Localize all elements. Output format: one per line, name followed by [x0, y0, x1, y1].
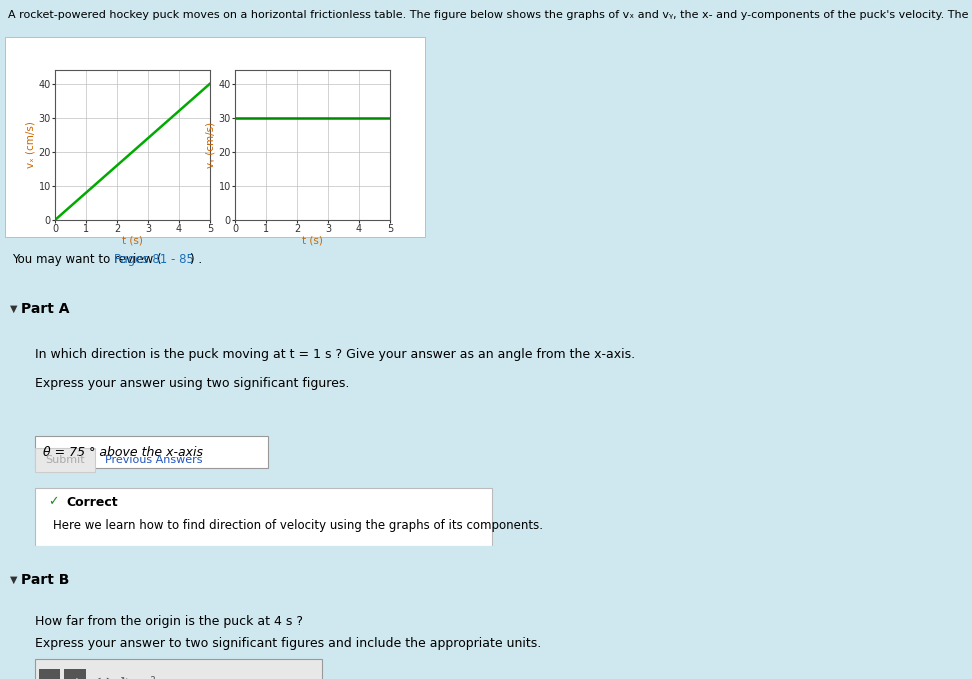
- FancyBboxPatch shape: [35, 659, 322, 679]
- Text: Submit: Submit: [46, 455, 85, 465]
- Text: In which direction is the puck moving at t = 1 s ? Give your answer as an angle : In which direction is the puck moving at…: [35, 348, 635, 361]
- Text: Pages 81 - 85: Pages 81 - 85: [114, 253, 193, 265]
- Text: θ = 75 ° above the x-axis: θ = 75 ° above the x-axis: [43, 445, 203, 458]
- X-axis label: t (s): t (s): [122, 236, 143, 246]
- Text: Express your answer using two significant figures.: Express your answer using two significan…: [35, 377, 349, 390]
- Text: Previous Answers: Previous Answers: [105, 455, 202, 465]
- Text: μA: μA: [70, 678, 80, 679]
- Text: Part B: Part B: [21, 573, 70, 587]
- Text: Express your answer to two significant figures and include the appropriate units: Express your answer to two significant f…: [35, 637, 541, 650]
- Text: ▼: ▼: [10, 304, 17, 314]
- FancyBboxPatch shape: [39, 669, 60, 679]
- Text: ✓: ✓: [49, 496, 59, 509]
- FancyBboxPatch shape: [35, 436, 268, 468]
- X-axis label: t (s): t (s): [302, 236, 323, 246]
- Text: How far from the origin is the puck at 4 s ?: How far from the origin is the puck at 4…: [35, 615, 303, 628]
- Text: A rocket-powered hockey puck moves on a horizontal frictionless table. The figur: A rocket-powered hockey puck moves on a …: [8, 10, 972, 20]
- Y-axis label: vᵧ (cm/s): vᵧ (cm/s): [206, 122, 216, 168]
- Text: Correct: Correct: [66, 496, 118, 509]
- FancyBboxPatch shape: [35, 448, 95, 472]
- FancyBboxPatch shape: [64, 669, 86, 679]
- Text: ▼: ▼: [10, 575, 17, 585]
- FancyBboxPatch shape: [5, 37, 425, 237]
- FancyBboxPatch shape: [35, 488, 492, 546]
- Text: ◀  ▶  ↻  ▬  ?: ◀ ▶ ↻ ▬ ?: [93, 676, 156, 679]
- Y-axis label: vₓ (cm/s): vₓ (cm/s): [25, 122, 36, 168]
- Text: Here we learn how to find direction of velocity using the graphs of its componen: Here we learn how to find direction of v…: [53, 519, 543, 532]
- Text: Part A: Part A: [21, 302, 70, 316]
- Text: You may want to review (: You may want to review (: [12, 253, 161, 265]
- Text: ) .: ) .: [190, 253, 201, 265]
